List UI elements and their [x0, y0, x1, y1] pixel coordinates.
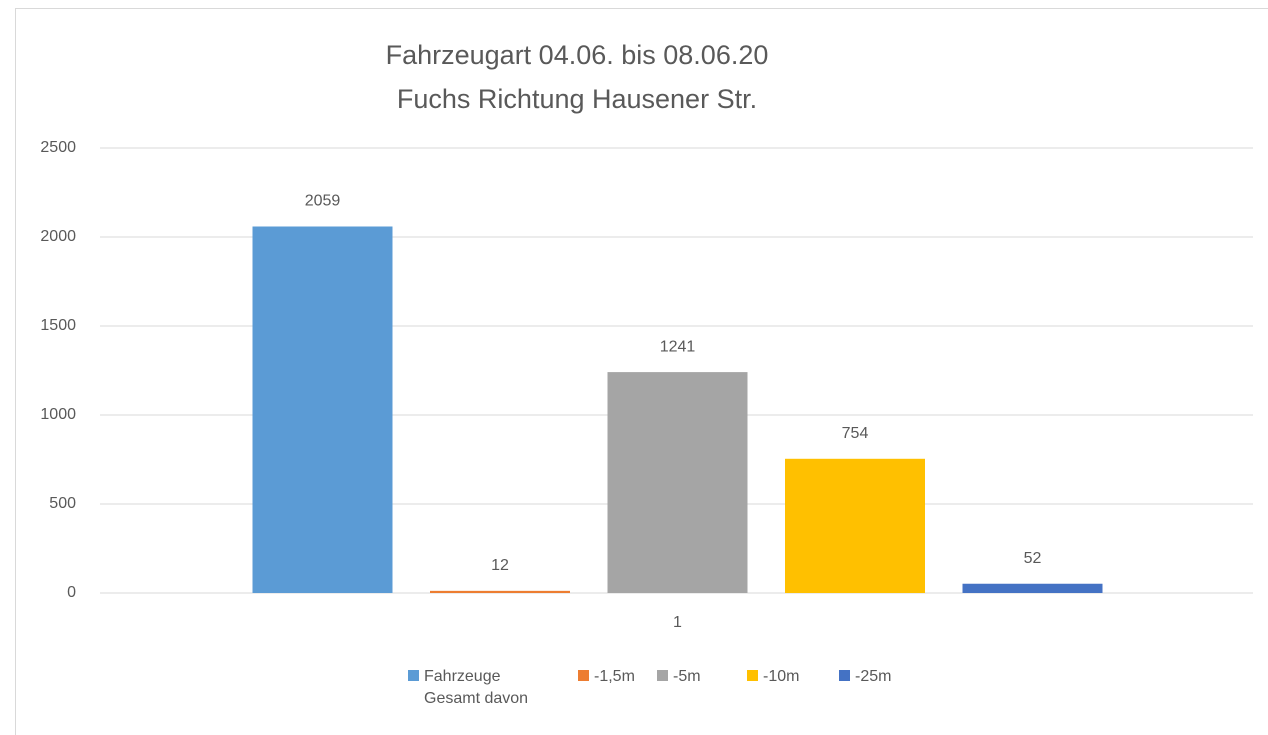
y-tick-label: 1000: [40, 406, 76, 423]
legend-swatch: [578, 670, 589, 681]
chart-frame: [15, 8, 1268, 735]
legend-swatch: [408, 670, 419, 681]
legend-label: Fahrzeuge Gesamt davon: [424, 668, 529, 707]
data-label: 12: [491, 557, 509, 574]
legend-label: -5m: [673, 668, 701, 685]
legend-swatch: [747, 670, 758, 681]
legend-item: Fahrzeuge Gesamt davon: [408, 666, 544, 710]
bar: [252, 226, 393, 594]
legend-swatch: [657, 670, 668, 681]
bar: [962, 583, 1103, 593]
x-tick-label: 1: [673, 614, 682, 631]
bar: [430, 590, 570, 593]
legend-label: -25m: [855, 668, 892, 685]
bar: [785, 458, 925, 593]
y-tick-label: 2000: [40, 228, 76, 245]
data-label: 52: [1024, 550, 1042, 567]
y-tick-label: 1500: [40, 317, 76, 334]
y-tick-label: 0: [67, 584, 76, 601]
data-label: 754: [842, 425, 869, 442]
legend-item: -25m: [839, 666, 891, 688]
legend-label: -1,5m: [594, 668, 635, 685]
data-label: 1241: [660, 338, 696, 355]
legend-item: -10m: [747, 666, 799, 688]
y-tick-label: 2500: [40, 139, 76, 156]
legend-label: -10m: [763, 668, 800, 685]
legend-item: -1,5m: [578, 666, 635, 688]
y-tick-label: 500: [49, 495, 76, 512]
chart-subtitle: Fuchs Richtung Hausener Str.: [397, 84, 757, 114]
legend-swatch: [839, 670, 850, 681]
chart-title: Fahrzeugart 04.06. bis 08.06.20: [386, 40, 769, 70]
bar: [607, 372, 748, 593]
legend-item: -5m: [657, 666, 701, 688]
data-label: 2059: [305, 193, 341, 210]
